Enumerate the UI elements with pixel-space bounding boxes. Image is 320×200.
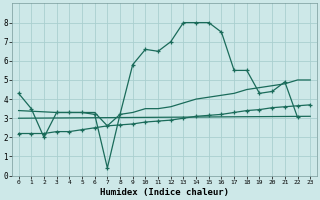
X-axis label: Humidex (Indice chaleur): Humidex (Indice chaleur) [100, 188, 229, 197]
